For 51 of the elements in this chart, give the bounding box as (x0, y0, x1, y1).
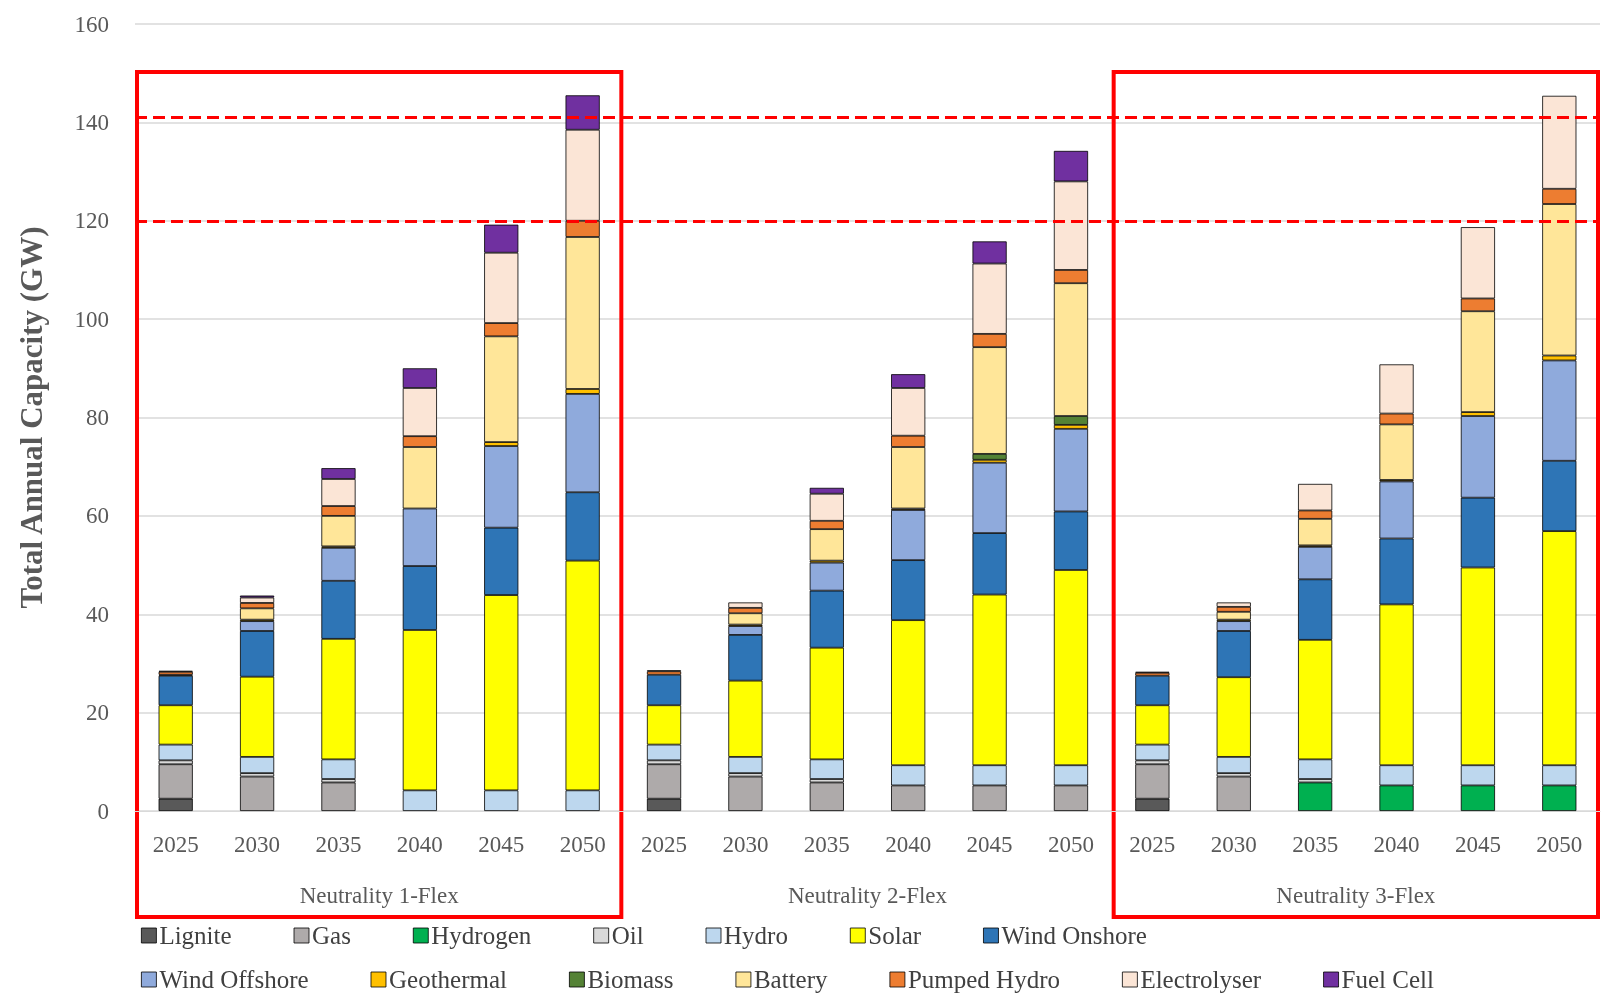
bar (321, 782, 356, 811)
y-tick-label: 0 (97, 798, 109, 824)
legend-label: Lignite (159, 922, 232, 949)
legend-label: Wind Onshore (1001, 922, 1147, 949)
x-tick-label: 2025 (1129, 832, 1176, 857)
bar (1216, 776, 1251, 811)
y-tick-label: 40 (86, 601, 109, 627)
legend-label: Solar (868, 922, 922, 949)
text: Neutrality 1-Flex (299, 882, 460, 908)
x-tick-label: 2050 (1536, 832, 1583, 857)
x-tick-label: 2035 (803, 832, 850, 857)
x-tick-label: 2040 (1373, 832, 1420, 857)
x-tick-label: 2050 (559, 832, 606, 857)
y-tick-label: 60 (86, 503, 109, 529)
y-tick-label: 120 (74, 208, 109, 234)
x-tick-label: 2045 (478, 832, 525, 857)
y-tick-label: 80 (86, 405, 109, 430)
x-tick-label: 2040 (396, 832, 443, 857)
x-tick-label: 2045 (966, 832, 1013, 857)
bar (1298, 782, 1333, 811)
bar (809, 782, 844, 811)
x-tick-label: 2030 (1210, 832, 1257, 857)
legend-label: Battery (753, 966, 828, 993)
x-tick-label: 2025 (152, 832, 199, 857)
x-tick-label: 2035 (1292, 832, 1339, 857)
y-tick-label: 100 (74, 306, 109, 332)
legend-label: Pumped Hydro (907, 966, 1060, 993)
legend-label: Hydrogen (431, 922, 532, 949)
legend-label: Geothermal (388, 966, 508, 993)
y-tick-label: 20 (86, 700, 109, 726)
y-axis-title: Total Annual Capacity (GW) (14, 226, 49, 609)
x-tick-label: 2035 (315, 832, 362, 857)
x-tick-label: 2050 (1047, 832, 1094, 857)
legend-label: Wind Offshore (159, 966, 309, 993)
legend-label: Hydro (724, 922, 788, 949)
y-tick-label: 160 (74, 11, 109, 37)
legend-label: Electrolyser (1140, 966, 1262, 993)
y-tick-label: 140 (74, 109, 109, 135)
x-tick-label: 2025 (641, 832, 688, 857)
text: Neutrality 3-Flex (1276, 882, 1436, 908)
legend-label: Oil (611, 922, 644, 949)
text: Neutrality 2-Flex (787, 882, 948, 908)
x-tick-label: 2040 (885, 832, 932, 857)
x-tick-label: 2030 (234, 832, 281, 857)
x-tick-label: 2030 (722, 832, 769, 857)
bar (728, 776, 763, 811)
legend-label: Gas (312, 922, 351, 949)
x-tick-label: 2045 (1454, 832, 1501, 857)
legend-label: Fuel Cell (1341, 966, 1434, 993)
bar (239, 776, 275, 811)
legend-label: Biomass (587, 966, 674, 993)
